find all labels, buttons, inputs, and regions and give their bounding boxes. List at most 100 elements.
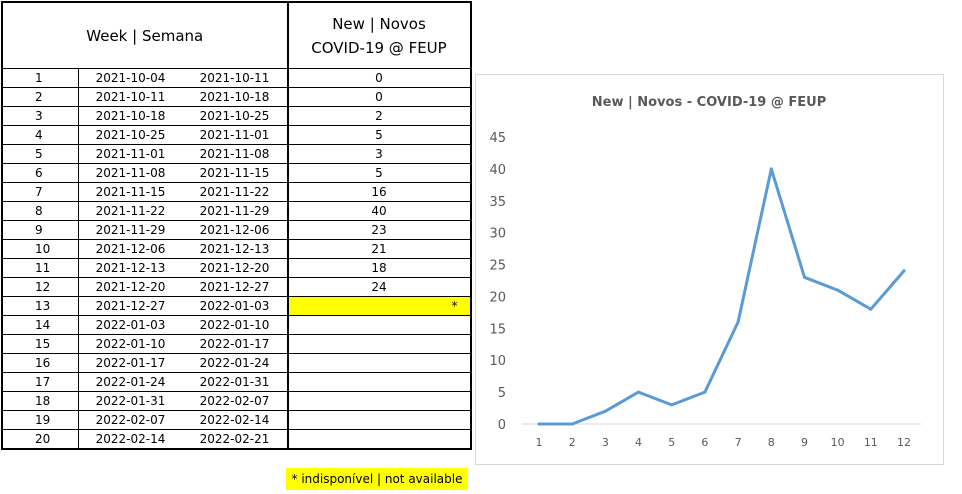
end-date-cell: 2021-11-29 xyxy=(182,201,289,221)
y-tick-label: 40 xyxy=(489,163,506,178)
y-tick-label: 15 xyxy=(489,322,506,337)
data-point xyxy=(836,288,840,292)
data-point xyxy=(736,320,740,324)
start-date-cell: 2022-02-07 xyxy=(77,410,183,430)
table-row: 15 2022-01-10 2022-01-17 xyxy=(1,334,472,354)
y-tick-label: 35 xyxy=(489,195,506,210)
week-number-cell: 10 xyxy=(1,239,79,259)
start-date-cell: 2022-01-17 xyxy=(77,353,183,373)
end-date-cell: 2021-11-22 xyxy=(182,182,289,202)
table-row: 2 2021-10-11 2021-10-18 0 xyxy=(1,87,472,107)
end-date-cell: 2022-01-31 xyxy=(182,372,289,392)
start-date-cell: 2021-11-29 xyxy=(77,220,183,240)
new-cases-cell xyxy=(287,353,472,373)
data-point xyxy=(869,307,873,311)
end-date-cell: 2022-02-14 xyxy=(182,410,289,430)
new-cases-cell: 16 xyxy=(287,182,472,202)
header-new-line2: COVID-19 @ FEUP xyxy=(311,38,447,57)
y-tick-label: 10 xyxy=(489,354,506,369)
table-row: 19 2022-02-07 2022-02-14 xyxy=(1,410,472,430)
table-row: 20 2022-02-14 2022-02-21 xyxy=(1,429,472,450)
table-row: 18 2022-01-31 2022-02-07 xyxy=(1,391,472,411)
week-number-cell: 17 xyxy=(1,372,79,392)
table-row: 16 2022-01-17 2022-01-24 xyxy=(1,353,472,373)
series-line xyxy=(537,167,906,426)
start-date-cell: 2021-12-27 xyxy=(77,296,183,316)
table-row: 9 2021-11-29 2021-12-06 23 xyxy=(1,220,472,240)
table-row: 4 2021-10-25 2021-11-01 5 xyxy=(1,125,472,145)
table-row: 13 2021-12-27 2022-01-03 * xyxy=(1,296,472,316)
end-date-cell: 2021-12-06 xyxy=(182,220,289,240)
start-date-cell: 2021-11-08 xyxy=(77,163,183,183)
table-row: 1 2021-10-04 2021-10-11 0 xyxy=(1,68,472,88)
end-date-cell: 2021-12-13 xyxy=(182,239,289,259)
week-number-cell: 4 xyxy=(1,125,79,145)
week-number-cell: 2 xyxy=(1,87,79,107)
data-point xyxy=(902,269,906,273)
end-date-cell: 2022-01-17 xyxy=(182,334,289,354)
weekly-cases-table: Week | Semana New | Novos COVID-19 @ FEU… xyxy=(1,1,472,450)
new-cases-cell xyxy=(287,372,472,392)
new-cases-cell: 23 xyxy=(287,220,472,240)
table-row: 14 2022-01-03 2022-01-10 xyxy=(1,315,472,335)
table-body: 1 2021-10-04 2021-10-11 0 2 2021-10-11 2021-10… xyxy=(1,68,472,450)
y-tick-label: 45 xyxy=(489,131,506,146)
week-number-cell: 18 xyxy=(1,391,79,411)
x-tick-label: 2 xyxy=(569,436,576,449)
end-date-cell: 2021-10-11 xyxy=(182,68,289,88)
new-cases-cell: * xyxy=(287,296,472,316)
start-date-cell: 2021-12-20 xyxy=(77,277,183,297)
table-row: 7 2021-11-15 2021-11-22 16 xyxy=(1,182,472,202)
week-number-cell: 16 xyxy=(1,353,79,373)
end-date-cell: 2022-02-07 xyxy=(182,391,289,411)
data-point xyxy=(703,390,707,394)
week-number-cell: 7 xyxy=(1,182,79,202)
x-tick-label: 9 xyxy=(801,436,808,449)
data-point xyxy=(670,403,674,407)
new-cases-cell xyxy=(287,429,472,450)
week-number-cell: 12 xyxy=(1,277,79,297)
start-date-cell: 2021-11-01 xyxy=(77,144,183,164)
end-date-cell: 2021-10-18 xyxy=(182,87,289,107)
x-tick-label: 10 xyxy=(831,436,845,449)
end-date-cell: 2021-10-25 xyxy=(182,106,289,126)
x-tick-label: 3 xyxy=(602,436,609,449)
week-number-cell: 5 xyxy=(1,144,79,164)
table-row: 17 2022-01-24 2022-01-31 xyxy=(1,372,472,392)
unavailable-note: * indisponível | not available xyxy=(286,468,468,490)
end-date-cell: 2021-12-20 xyxy=(182,258,289,278)
week-number-cell: 15 xyxy=(1,334,79,354)
start-date-cell: 2022-01-03 xyxy=(77,315,183,335)
end-date-cell: 2022-01-24 xyxy=(182,353,289,373)
x-tick-label: 12 xyxy=(897,436,911,449)
new-cases-cell: 0 xyxy=(287,68,472,88)
data-point xyxy=(537,422,541,426)
header-week: Week | Semana xyxy=(1,1,289,69)
week-number-cell: 3 xyxy=(1,106,79,126)
new-cases-cell: 3 xyxy=(287,144,472,164)
y-tick-label: 30 xyxy=(489,227,506,242)
new-cases-cell: 5 xyxy=(287,125,472,145)
start-date-cell: 2021-10-11 xyxy=(77,87,183,107)
cases-line-chart: New | Novos - COVID-19 @ FEUP 0 5 10 15 20 25… xyxy=(475,74,944,465)
start-date-cell: 2022-02-14 xyxy=(77,429,183,450)
start-date-cell: 2021-11-15 xyxy=(77,182,183,202)
table-row: 10 2021-12-06 2021-12-13 21 xyxy=(1,239,472,259)
chart-title: New | Novos - COVID-19 @ FEUP xyxy=(592,95,826,110)
x-tick-label: 8 xyxy=(768,436,775,449)
x-tick-label: 5 xyxy=(668,436,675,449)
x-tick-label: 6 xyxy=(701,436,708,449)
new-cases-cell xyxy=(287,410,472,430)
week-number-cell: 19 xyxy=(1,410,79,430)
data-point xyxy=(802,275,806,279)
table-row: 8 2021-11-22 2021-11-29 40 xyxy=(1,201,472,221)
week-number-cell: 9 xyxy=(1,220,79,240)
x-tick-label: 7 xyxy=(735,436,742,449)
table-row: 11 2021-12-13 2021-12-20 18 xyxy=(1,258,472,278)
table-header-row: Week | Semana New | Novos COVID-19 @ FEU… xyxy=(1,1,472,69)
end-date-cell: 2022-02-21 xyxy=(182,429,289,450)
start-date-cell: 2021-10-18 xyxy=(77,106,183,126)
end-date-cell: 2022-01-03 xyxy=(182,296,289,316)
new-cases-cell: 5 xyxy=(287,163,472,183)
week-number-cell: 13 xyxy=(1,296,79,316)
